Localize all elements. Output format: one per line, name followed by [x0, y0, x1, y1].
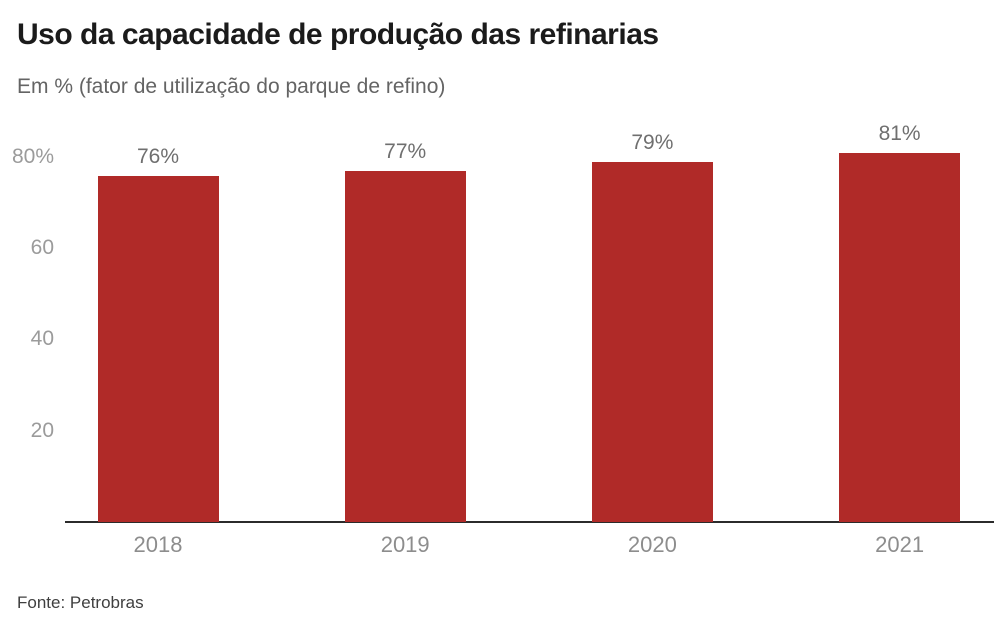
bar-value-label-2019: 77% [384, 140, 427, 164]
bar-2020 [591, 162, 713, 522]
x-axis-label-2018: 2018 [133, 532, 183, 557]
x-axis-label-2019: 2019 [380, 532, 430, 557]
bar-2021 [839, 153, 961, 522]
chart-subtitle: Em % (fator de utilização do parque de r… [17, 75, 446, 98]
x-axis-label-2020: 2020 [627, 532, 677, 557]
chart-title: Uso da capacidade de produção das refina… [17, 18, 659, 51]
x-axis-line [65, 521, 994, 523]
y-axis-tick-60: 60 [30, 236, 54, 260]
bar-2018 [97, 175, 219, 522]
y-axis-tick-80: 80% [11, 144, 54, 168]
y-axis-tick-20: 20 [30, 418, 54, 442]
bar-value-label-2018: 76% [136, 144, 180, 168]
y-axis-tick-40: 40 [30, 327, 54, 351]
bar-value-label-2021: 81% [878, 122, 921, 146]
bar-value-label-2020: 79% [631, 131, 674, 155]
source-note: Fonte: Petrobras [17, 593, 144, 612]
bar-2019 [344, 171, 466, 522]
x-axis-label-2021: 2021 [875, 532, 925, 557]
